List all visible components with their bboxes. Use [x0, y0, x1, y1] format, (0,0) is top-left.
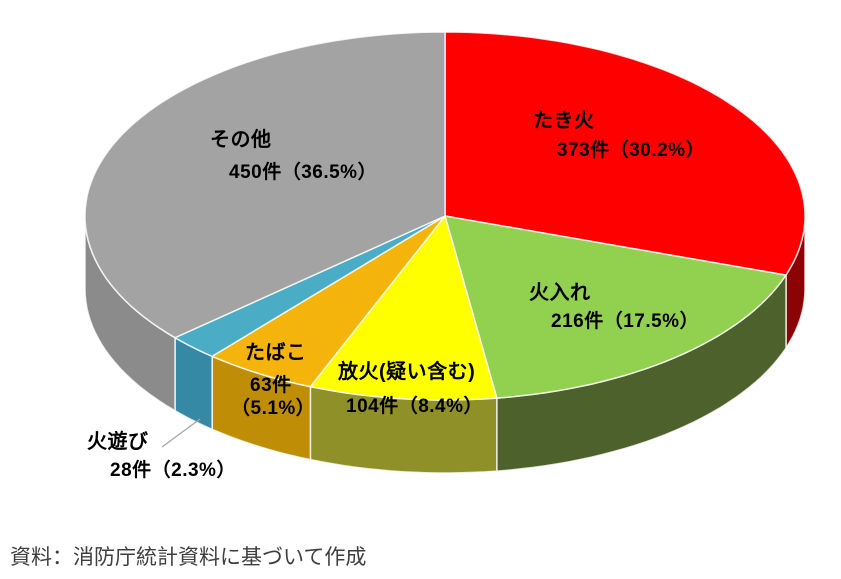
- slice-label-sonota-value: 450件（36.5%）: [229, 162, 378, 183]
- slice-label-houka-name: 放火(疑い含む): [338, 361, 476, 383]
- slice-label-tabako-name: たばこ: [245, 342, 307, 364]
- slice-label-houka-value: 104件（8.4%）: [346, 396, 484, 417]
- slice-label-tabako-pct: （5.1%）: [231, 398, 316, 419]
- slice-label-hiire-name: 火入れ: [529, 282, 591, 304]
- leader-line-hiasobi: [161, 418, 201, 448]
- slice-label-takibi-name: たき火: [533, 110, 595, 132]
- pie-slice-sonota: [84, 31, 446, 339]
- pie-slice-tabako: [211, 215, 446, 388]
- slice-label-hiasobi-name: 火遊び: [87, 431, 149, 453]
- slice-label-hiasobi-value: 28件（2.3%）: [110, 460, 236, 481]
- slice-label-hiire-value: 216件（17.5%）: [551, 311, 700, 332]
- source-caption: 資料：消防庁統計資料に基づいて作成: [10, 546, 367, 569]
- pie-slice-hiire: [444, 215, 787, 399]
- pie-slice-takibi: [444, 31, 806, 276]
- slice-label-sonota-name: その他: [210, 129, 272, 151]
- slice-label-tabako-count: 63件: [250, 375, 292, 396]
- pie-slice-hiasobi: [174, 215, 446, 358]
- pie-slices-group: [84, 31, 806, 474]
- pie-slice-houka: [309, 215, 498, 401]
- slice-label-takibi-value: 373件（30.2%）: [557, 140, 706, 161]
